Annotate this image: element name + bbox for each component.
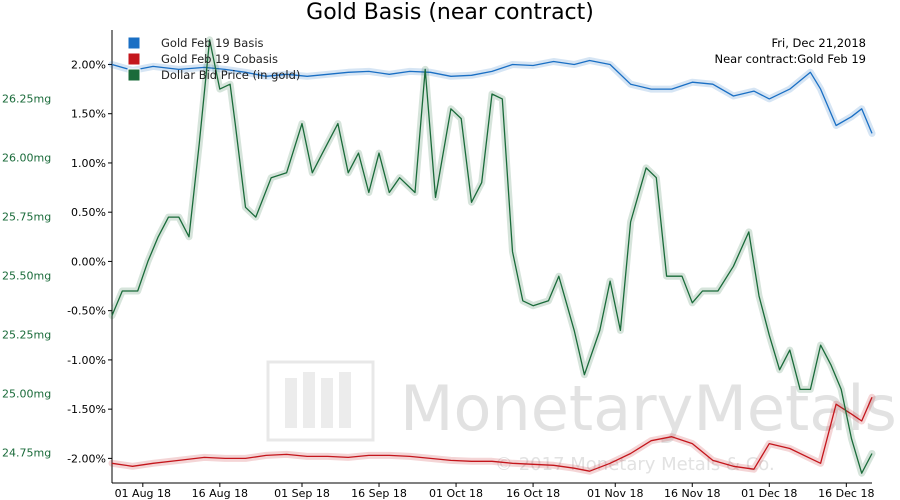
- watermark-logo-bar: [303, 372, 315, 428]
- x-tick-label: 16 Oct 18: [506, 487, 560, 500]
- watermark-logo-bar: [285, 378, 297, 428]
- left-tick-label: -0.50%: [67, 305, 106, 318]
- x-tick-label: 16 Sep 18: [351, 487, 407, 500]
- left-tick-label: -1.00%: [67, 354, 106, 367]
- legend-swatch-dollar: [127, 68, 141, 82]
- secondary-tick-label: 25.25mg: [2, 328, 51, 341]
- secondary-tick-label: 25.75mg: [2, 210, 51, 223]
- left-tick-label: 2.00%: [71, 58, 106, 71]
- chart-title: Gold Basis (near contract): [306, 0, 594, 25]
- series-line-cobasis: [111, 397, 873, 472]
- x-tick-label: 16 Dec 18: [818, 487, 874, 500]
- watermark-logo: [266, 360, 375, 442]
- left-axis: 2.00% 1.50% 1.00% 0.50% 0.00% -0.50% -1.00% -1.…: [67, 58, 112, 465]
- secondary-tick-label: 26.00mg: [2, 151, 51, 164]
- watermark-logo-bar: [339, 372, 351, 428]
- watermark-brand: MonetaryMetals: [400, 372, 897, 445]
- left-tick-label: -1.50%: [67, 403, 106, 416]
- left-tick-label: -2.00%: [67, 452, 106, 465]
- secondary-tick-label: 25.50mg: [2, 269, 51, 282]
- left-tick-label: 0.50%: [71, 206, 106, 219]
- watermark-copyright: © 2017 Monetary Metals & Co.: [495, 454, 775, 475]
- watermark-logo-bar: [321, 378, 333, 428]
- legend-swatch-basis: [127, 36, 141, 50]
- info-contract: Near contract:Gold Feb 19: [715, 52, 867, 66]
- series-line-dollar: [111, 39, 873, 474]
- info-date: Fri, Dec 21,2018: [772, 36, 866, 50]
- legend-swatch-cobasis: [127, 52, 141, 66]
- x-tick-label: 01 Dec 18: [741, 487, 797, 500]
- legend-label-cobasis: Gold Feb 19 Cobasis: [161, 52, 278, 66]
- secondary-tick-label: 24.75mg: [2, 446, 51, 459]
- secondary-tick-label: 25.00mg: [2, 387, 51, 400]
- left-tick-label: 0.00%: [71, 255, 106, 268]
- x-tick-label: 01 Oct 18: [429, 487, 483, 500]
- legend-label-dollar: Dollar Bid Price (in gold): [161, 68, 300, 82]
- legend-label-basis: Gold Feb 19 Basis: [161, 36, 264, 50]
- left-tick-label: 1.00%: [71, 157, 106, 170]
- x-tick-label: 16 Aug 18: [192, 487, 248, 500]
- x-tick-label: 01 Nov 18: [587, 487, 643, 500]
- secondary-tick-label: 26.25mg: [2, 92, 51, 105]
- x-tick-label: 01 Aug 18: [115, 487, 171, 500]
- left-tick-label: 1.50%: [71, 108, 106, 121]
- legend: Gold Feb 19 Basis Gold Feb 19 Cobasis Do…: [127, 36, 300, 82]
- watermark: MonetaryMetals © 2017 Monetary Metals & …: [266, 360, 897, 475]
- right-axis: 26.25mg 26.00mg 25.75mg 25.50mg 25.25mg 25.00…: [2, 92, 51, 459]
- x-tick-label: 01 Sep 18: [274, 487, 330, 500]
- x-axis: 01 Aug 18 16 Aug 18 01 Sep 18 16 Sep 18 01 O…: [115, 483, 874, 500]
- series-line-basis: [111, 59, 873, 134]
- x-tick-label: 16 Nov 18: [664, 487, 720, 500]
- series-layer: [108, 36, 876, 477]
